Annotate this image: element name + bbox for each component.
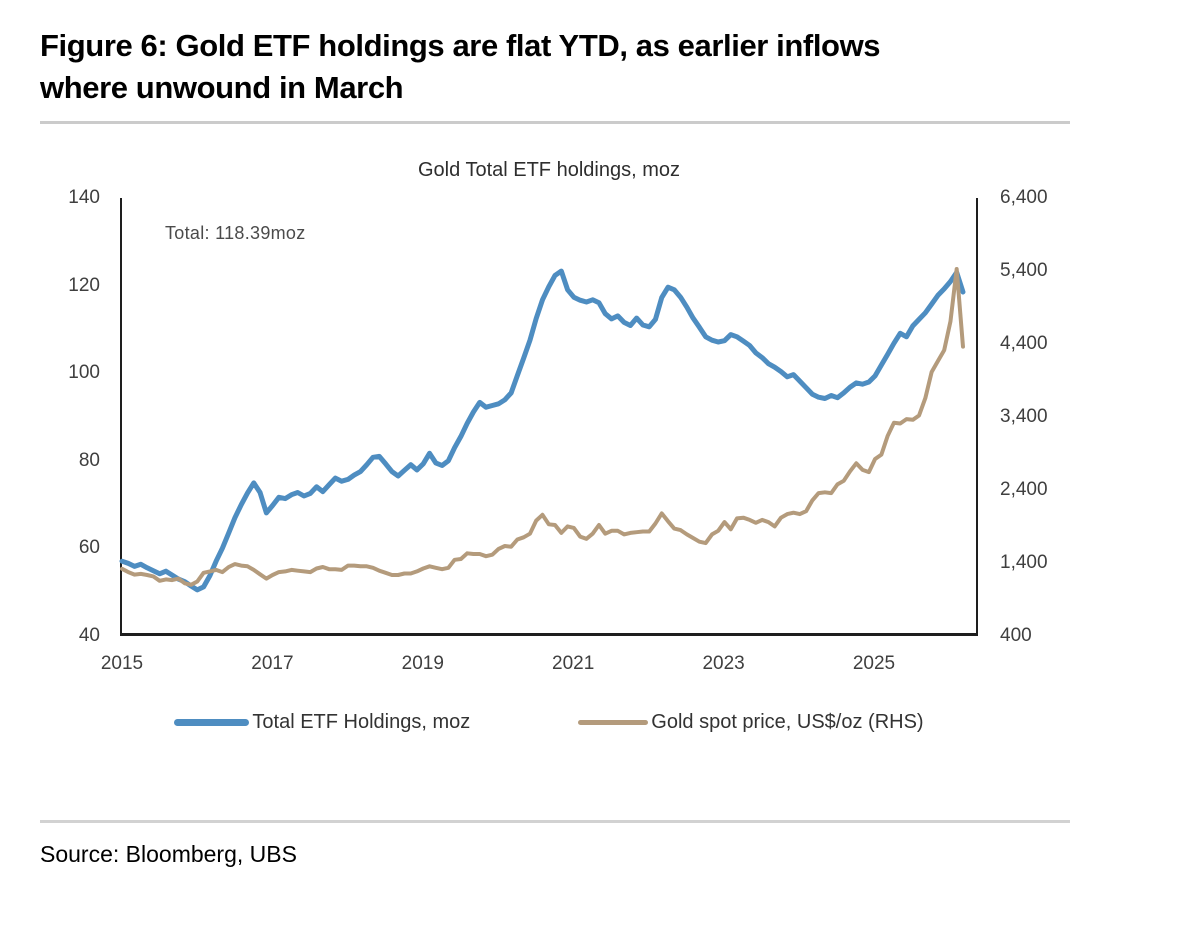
left-axis-tick: 40 <box>78 625 100 646</box>
legend-item-1: Gold spot price, US$/oz (RHS) <box>578 711 924 734</box>
x-axis-tick: 2023 <box>702 653 745 674</box>
right-axis-tick: 5,400 <box>1000 260 1048 281</box>
left-axis-tick: 100 <box>68 362 100 384</box>
x-axis-tick: 2017 <box>251 653 294 674</box>
right-axis-tick: 4,400 <box>1000 333 1048 354</box>
right-axis-tick: 3,400 <box>1000 406 1048 427</box>
total-holdings-annotation: Total: 118.39moz <box>165 223 306 243</box>
right-axis-tick: 2,400 <box>1000 479 1048 500</box>
figure-title-line1: Figure 6: Gold ETF holdings are flat YTD… <box>40 28 881 63</box>
right-axis-tick: 1,400 <box>1000 552 1048 573</box>
left-axis-tick: 60 <box>78 537 100 559</box>
left-axis-tick: 80 <box>78 449 100 471</box>
bottom-divider <box>40 820 1070 823</box>
legend-line-swatch <box>578 720 649 725</box>
top-divider <box>40 121 1070 124</box>
series-line-0 <box>119 268 966 593</box>
source-note: Source: Bloomberg, UBS <box>40 841 297 867</box>
legend-label: Total ETF Holdings, moz <box>252 711 471 733</box>
x-axis-tick: 2025 <box>852 653 896 674</box>
chart-title: Gold Total ETF holdings, moz <box>418 159 680 181</box>
figure-title: Figure 6: Gold ETF holdings are flat YTD… <box>40 25 1100 109</box>
legend-item-0: Total ETF Holdings, moz <box>174 711 470 734</box>
legend-line-swatch <box>174 719 250 726</box>
x-axis-tick: 2019 <box>401 653 444 674</box>
x-axis-tick: 2021 <box>552 653 595 674</box>
right-axis-tick: 400 <box>1000 625 1032 646</box>
series-line-1 <box>119 267 965 587</box>
left-axis-tick: 120 <box>68 274 100 296</box>
x-axis-tick: 2015 <box>100 653 144 674</box>
legend-label: Gold spot price, US$/oz (RHS) <box>651 711 924 733</box>
right-axis-tick: 6,400 <box>1000 187 1048 208</box>
chart-legend: Total ETF Holdings, moz Gold spot price, … <box>120 711 978 734</box>
figure-title-line2: where unwound in March <box>40 70 404 105</box>
left-axis-tick: 140 <box>68 187 100 208</box>
plot-area <box>119 198 978 636</box>
